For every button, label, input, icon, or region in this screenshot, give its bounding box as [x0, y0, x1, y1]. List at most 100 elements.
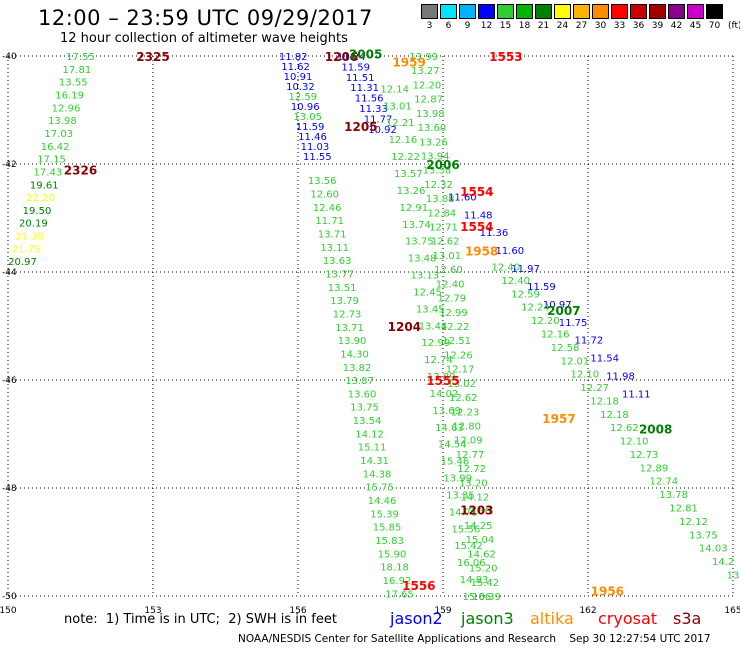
wave-height-value: 13.77	[325, 269, 354, 280]
wave-height-value: 11.11	[622, 390, 651, 401]
wave-height-value: 12.12	[679, 517, 708, 528]
wave-height-value: 12.60	[434, 265, 463, 276]
scale-swatch	[535, 4, 552, 19]
wave-height-value: 13.54	[353, 416, 382, 427]
wave-height-value: 12.20	[531, 316, 560, 327]
wave-height-value: 13.82	[343, 363, 372, 374]
wave-height-value: 13.56	[308, 176, 337, 187]
wave-height-value: 13.99	[443, 474, 472, 485]
wave-height-value: 12.79	[437, 294, 466, 305]
scale-label: 70	[708, 21, 721, 31]
wave-height-value: 14.12	[461, 493, 490, 504]
wave-height-value: 11.82	[279, 52, 308, 63]
scale-label: 39	[651, 21, 664, 31]
wave-height-value: 11.59	[341, 62, 370, 73]
wave-height-value: 13.75	[689, 530, 718, 541]
pass-label: 1555	[426, 374, 459, 388]
wave-height-value: 21.35	[15, 232, 44, 243]
wave-height-value: 12.58	[551, 343, 580, 354]
wave-height-value: 13.71	[318, 230, 347, 241]
wave-height-value: 12.59	[289, 92, 318, 103]
scale-label: 21	[537, 21, 550, 31]
scale-label: 15	[499, 21, 512, 31]
x-tick-label: 153	[144, 606, 161, 616]
wave-height-value: 14.25	[464, 521, 493, 532]
wave-height-value: 11.97	[511, 264, 540, 275]
pass-label: 1958	[465, 244, 498, 258]
wave-height-value: 13.63	[323, 256, 352, 267]
wave-height-value: 12.62	[449, 393, 478, 404]
wave-height-value: 16.42	[41, 142, 70, 153]
wave-height-value: 11.03	[301, 142, 330, 153]
wave-height-value: 15.56	[452, 524, 481, 535]
wave-height-value: 13.44	[419, 321, 448, 332]
wave-height-value: 11.60	[448, 192, 477, 203]
scale-swatch	[592, 4, 609, 19]
wave-height-value: 12.20	[413, 80, 442, 91]
wave-height-value: 13.94	[421, 151, 450, 162]
wave-height-value: 12.22	[391, 152, 420, 163]
wave-height-value: 14.63	[435, 423, 464, 434]
wave-height-value: 13.01	[432, 251, 461, 262]
pass-label: 2008	[639, 423, 672, 437]
wave-height-value: 12.23	[451, 407, 480, 418]
wave-height-value: 13.75	[350, 403, 379, 414]
color-scale-unit: (ft)	[728, 21, 740, 31]
wave-height-value: 12.74	[424, 355, 453, 366]
scale-swatch	[497, 4, 514, 19]
footer-credit: NOAA/NESDIS Center for Satellite Applica…	[238, 633, 711, 645]
wave-height-value: 13.01	[383, 101, 412, 112]
wave-height-value: 13.26	[397, 186, 426, 197]
wave-height-value: 12.45	[413, 287, 442, 298]
wave-height-value: 12.73	[630, 450, 659, 461]
legend-item-jason3: jason3	[461, 609, 514, 628]
wave-height-value: 12.99	[439, 308, 468, 319]
pass-label: 2007	[547, 304, 580, 318]
scale-swatch	[611, 4, 628, 19]
y-tick-label: -50	[2, 592, 17, 602]
pass-label: 1554	[460, 185, 493, 199]
wave-height-value: 12.60	[310, 190, 339, 201]
wave-height-value: 10.92	[368, 125, 397, 136]
scale-label: 45	[689, 21, 702, 31]
scale-swatch	[478, 4, 495, 19]
wave-height-value: 14.31	[360, 456, 389, 467]
wave-height-value: 15.39	[370, 509, 399, 520]
scale-swatch	[516, 4, 533, 19]
wave-height-value: 13.78	[659, 490, 688, 501]
wave-height-value: 11.48	[464, 210, 493, 221]
wave-height-value: 13.99	[409, 52, 438, 63]
wave-height-value: 11.46	[298, 132, 327, 143]
wave-height-value: 16.06	[457, 558, 486, 569]
wave-height-value: 12.10	[620, 437, 649, 448]
wave-height-value: 16.19	[55, 90, 84, 101]
wave-height-value: 12.01	[561, 356, 590, 367]
wave-height-value: 20.19	[19, 219, 48, 230]
wave-height-value: 15.85	[373, 523, 402, 534]
page-subtitle: 12 hour collection of altimeter wave hei…	[60, 31, 348, 46]
scale-swatch	[706, 4, 723, 19]
wave-height-value: 11.33	[359, 104, 388, 115]
wave-height-value: 15.90	[378, 549, 407, 560]
wave-height-value: 17.55	[66, 52, 95, 63]
wave-height-value: 15.06	[463, 592, 492, 603]
legend-item-s3a: s3a	[673, 609, 702, 628]
wave-height-value: 11.36	[480, 228, 509, 239]
wave-height-value: 20.97	[8, 257, 37, 268]
wave-height-value: 13	[727, 570, 740, 581]
scale-swatch	[573, 4, 590, 19]
wave-height-value: 13.88	[426, 194, 455, 205]
wave-height-value: 15.42	[471, 578, 500, 589]
x-tick-label: 156	[289, 606, 306, 616]
wave-height-value: 14.54	[438, 440, 467, 451]
wave-height-value: 12.71	[429, 223, 458, 234]
wave-height-value: 12.14	[380, 84, 409, 95]
wave-height-value: 12.40	[436, 279, 465, 290]
wave-height-value: 19.50	[23, 206, 52, 217]
wave-height-value: 10.32	[286, 82, 315, 93]
wave-height-value: 11.59	[527, 282, 556, 293]
scale-swatch	[649, 4, 666, 19]
wave-height-value: 13.26	[419, 137, 448, 148]
